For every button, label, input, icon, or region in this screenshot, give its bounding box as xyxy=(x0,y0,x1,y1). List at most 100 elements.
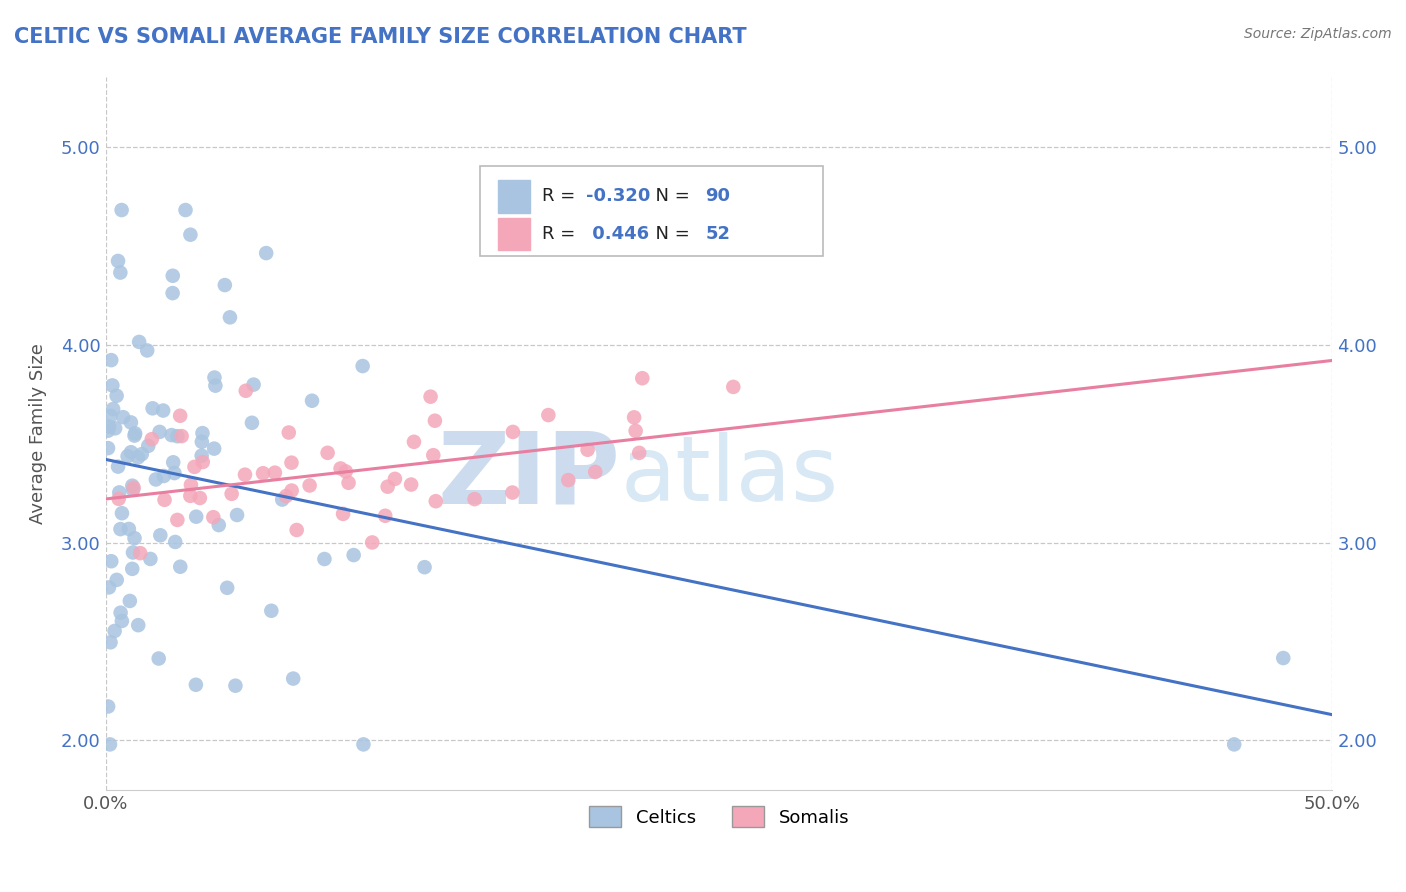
Point xyxy=(226,508,249,522)
Point xyxy=(260,604,283,618)
Point xyxy=(204,378,226,392)
Point xyxy=(122,481,145,495)
Point xyxy=(242,377,264,392)
Point xyxy=(264,466,287,480)
Point xyxy=(425,494,447,508)
Point xyxy=(252,467,274,481)
Point xyxy=(1223,738,1246,752)
Point xyxy=(165,535,187,549)
Point xyxy=(136,343,159,358)
Point xyxy=(124,426,146,441)
Legend: Celtics, Somalis: Celtics, Somalis xyxy=(581,799,856,834)
Point xyxy=(139,552,162,566)
FancyBboxPatch shape xyxy=(479,167,824,256)
Point xyxy=(204,370,226,384)
Point xyxy=(127,450,149,465)
Point xyxy=(583,465,606,479)
Point xyxy=(214,278,236,293)
Point xyxy=(166,429,188,443)
Point xyxy=(100,554,122,568)
Text: Source: ZipAtlas.com: Source: ZipAtlas.com xyxy=(1244,27,1392,41)
Point xyxy=(149,528,172,542)
Point xyxy=(117,449,139,463)
Text: R =: R = xyxy=(543,225,581,243)
Point xyxy=(202,442,225,456)
Point xyxy=(122,483,145,497)
Point xyxy=(104,624,127,638)
FancyBboxPatch shape xyxy=(498,180,530,212)
Point xyxy=(124,428,146,442)
Point xyxy=(191,434,214,449)
Point xyxy=(145,472,167,486)
Text: ZIP: ZIP xyxy=(437,428,621,524)
Point xyxy=(233,467,256,482)
Text: -0.320: -0.320 xyxy=(586,187,651,205)
Point xyxy=(121,479,143,493)
Point xyxy=(422,448,444,462)
Point xyxy=(108,485,131,500)
Point xyxy=(329,461,352,475)
Point xyxy=(131,447,153,461)
Point xyxy=(335,464,357,478)
Point xyxy=(191,455,214,469)
Point xyxy=(160,428,183,442)
Point xyxy=(271,492,294,507)
Point xyxy=(631,371,654,385)
Point xyxy=(361,535,384,549)
Point xyxy=(298,478,321,492)
Point xyxy=(399,477,422,491)
Point xyxy=(240,416,263,430)
Point xyxy=(384,472,406,486)
Point xyxy=(221,487,243,501)
Point xyxy=(419,390,441,404)
Point xyxy=(423,414,446,428)
Point xyxy=(149,425,172,439)
Point xyxy=(316,446,339,460)
Point xyxy=(501,485,523,500)
Point xyxy=(280,483,302,498)
Point xyxy=(152,469,174,483)
Y-axis label: Average Family Size: Average Family Size xyxy=(30,343,46,524)
Point xyxy=(97,441,120,455)
Point xyxy=(97,699,120,714)
Point xyxy=(110,266,132,280)
Point xyxy=(235,384,257,398)
Point xyxy=(162,268,184,283)
Point xyxy=(104,421,127,435)
Point xyxy=(180,478,202,492)
Point xyxy=(153,492,176,507)
Point xyxy=(352,738,374,752)
Point xyxy=(557,473,579,487)
Point xyxy=(148,651,170,665)
Text: 52: 52 xyxy=(706,225,731,243)
Point xyxy=(623,410,645,425)
Point xyxy=(121,562,143,576)
Point xyxy=(166,513,188,527)
Point xyxy=(190,449,212,463)
Point xyxy=(142,401,165,416)
Point xyxy=(170,429,193,443)
Text: 0.446: 0.446 xyxy=(586,225,650,243)
Point xyxy=(208,518,231,533)
Point xyxy=(136,439,159,453)
Point xyxy=(98,738,121,752)
Point xyxy=(374,508,396,523)
Point xyxy=(107,459,129,474)
Point xyxy=(280,456,302,470)
Point xyxy=(118,594,141,608)
Point xyxy=(118,522,141,536)
Point xyxy=(576,442,599,457)
Point xyxy=(112,410,135,425)
Point xyxy=(254,246,277,260)
Point xyxy=(100,635,122,649)
Point xyxy=(1272,651,1295,665)
Point xyxy=(111,506,134,520)
Text: N =: N = xyxy=(644,225,696,243)
Point xyxy=(179,227,201,242)
Point xyxy=(174,202,197,217)
Text: CELTIC VS SOMALI AVERAGE FAMILY SIZE CORRELATION CHART: CELTIC VS SOMALI AVERAGE FAMILY SIZE COR… xyxy=(14,27,747,46)
Point xyxy=(120,445,142,459)
Point xyxy=(191,426,214,441)
Text: R =: R = xyxy=(543,187,581,205)
Point xyxy=(105,389,128,403)
